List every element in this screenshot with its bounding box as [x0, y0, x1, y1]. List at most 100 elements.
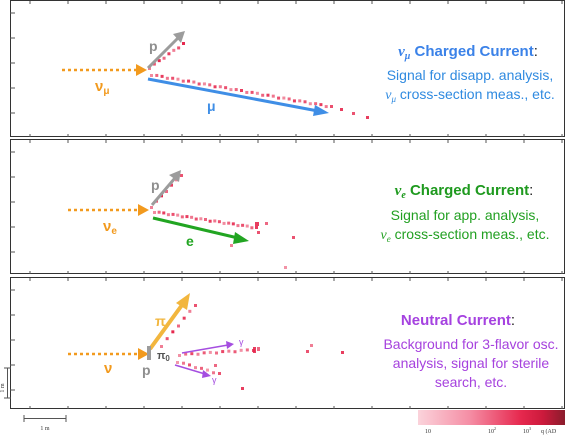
- detector-hit: [255, 226, 258, 229]
- detector-hit: [330, 105, 333, 108]
- detector-hit: [206, 368, 209, 372]
- detector-hit: [324, 105, 328, 109]
- detector-hit: [187, 79, 191, 83]
- detector-hit: [314, 102, 318, 106]
- colorbar-tick-label-3: 103: [523, 426, 531, 435]
- detector-hit: [171, 330, 175, 334]
- detector-hit: [184, 352, 188, 356]
- electron-arrowhead: [233, 232, 249, 244]
- detector-hit: [257, 231, 260, 234]
- detector-hit: [218, 85, 222, 89]
- detector-hit: [230, 244, 233, 247]
- detector-hit: [152, 62, 156, 66]
- detector-hit: [221, 350, 225, 354]
- photon-2-arrow: [174, 364, 206, 375]
- neutral-pion-label: π0: [157, 350, 170, 363]
- detector-hit: [250, 90, 254, 94]
- photon-1-arrow: [181, 344, 229, 354]
- incoming-neutrino-arrowhead: [138, 348, 149, 360]
- charged-pion-label: π: [155, 313, 166, 329]
- detector-hit: [217, 220, 221, 224]
- detector-hit: [182, 316, 186, 320]
- detector-hit: [234, 88, 238, 92]
- detector-hit: [218, 372, 221, 375]
- proton-track-arrow: [150, 177, 177, 206]
- detector-hit: [319, 103, 323, 107]
- detector-hit: [171, 212, 175, 216]
- detector-hit: [160, 345, 163, 348]
- photon-1-label: γ: [239, 337, 244, 347]
- panel-nue-frame: [10, 139, 565, 274]
- detector-hit: [308, 102, 312, 106]
- panel-body-line-3: search, etc.: [435, 374, 507, 390]
- detector-hit: [231, 222, 235, 226]
- detector-hit: [310, 344, 313, 347]
- panel-body-line-1: Signal for disapp. analysis,: [387, 67, 554, 83]
- detector-hit: [245, 348, 249, 352]
- panel-title-nc: Neutral Current:: [401, 312, 515, 329]
- detector-hit: [287, 97, 291, 101]
- detector-hit: [192, 80, 196, 84]
- panel-nue-cc: νe p e νe Charged Current: Signal for ap…: [68, 170, 549, 269]
- detector-hit: [157, 59, 161, 63]
- detector-hit: [162, 56, 166, 60]
- detector-hit: [229, 88, 233, 92]
- detector-hit: [194, 366, 197, 370]
- detector-hit: [166, 213, 170, 217]
- detector-hit: [233, 350, 237, 354]
- charge-colorbar: [418, 410, 565, 425]
- panel-body-line-2: analysis, signal for sterile: [393, 355, 550, 371]
- detector-hit: [176, 213, 180, 217]
- detector-hit: [227, 349, 231, 353]
- detector-hit: [180, 215, 184, 219]
- detector-hit: [150, 74, 153, 77]
- panel-numu-cc: νμ p μ νμ Charged Current: Signal for di…: [62, 31, 555, 119]
- detector-hit: [178, 354, 181, 357]
- detector-hit: [190, 215, 194, 219]
- detector-hit: [255, 91, 259, 95]
- detector-hit: [208, 350, 212, 354]
- electron-label: e: [186, 233, 194, 249]
- detector-hit: [167, 52, 171, 56]
- detector-hit: [241, 223, 245, 227]
- photon-2-arrowhead: [202, 370, 211, 378]
- incoming-neutrino-label: ν: [104, 360, 112, 377]
- detector-hit: [162, 211, 166, 215]
- detector-hit: [271, 94, 275, 98]
- proton-arrowhead: [169, 170, 181, 182]
- detector-hit: [200, 366, 203, 370]
- colorbar-tick-label-1: 10: [425, 429, 431, 435]
- muon-label: μ: [207, 98, 216, 114]
- proton-stub: [147, 346, 151, 360]
- photon-2-label: γ: [212, 375, 217, 385]
- detector-hit: [306, 350, 309, 353]
- detector-hit: [150, 206, 153, 209]
- proton-label: p: [149, 38, 158, 54]
- detector-hit: [194, 304, 197, 307]
- detector-hit: [341, 351, 344, 354]
- detector-hit: [157, 210, 161, 214]
- detector-hit: [245, 224, 249, 228]
- detector-hit: [212, 371, 215, 375]
- panel-body-line-1: Background for 3-flavor osc.: [383, 336, 558, 352]
- muon-arrowhead: [313, 105, 329, 116]
- proton-track-arrow: [146, 36, 180, 70]
- pion-track-arrow: [148, 303, 184, 351]
- detector-hit: [213, 85, 217, 89]
- detector-hit: [202, 82, 206, 86]
- detector-hit: [180, 174, 183, 177]
- axis-ticks: [10, 1, 563, 409]
- panel-nc: ν π p π0 γ γ Neutral Current: Background…: [68, 293, 559, 390]
- detector-hit: [303, 100, 307, 104]
- detector-hit: [171, 76, 175, 80]
- detector-hit: [236, 224, 240, 228]
- detector-hit: [239, 348, 243, 352]
- detector-hit: [292, 236, 295, 239]
- detector-hit: [366, 116, 369, 119]
- proton-arrowhead: [173, 31, 185, 43]
- panel-body-line-1: Signal for app. analysis,: [391, 207, 540, 223]
- pion-arrowhead: [176, 293, 190, 310]
- detector-hit: [265, 222, 268, 225]
- detector-hit: [215, 351, 218, 355]
